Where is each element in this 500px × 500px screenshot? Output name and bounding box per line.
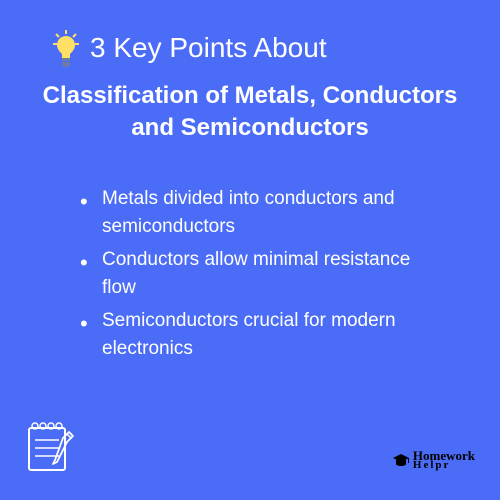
list-item: Conductors allow minimal resistance flow [80, 246, 445, 303]
lightbulb-icon [50, 28, 82, 68]
subtitle: Classification of Metals, Conductors and… [0, 68, 500, 145]
graduation-cap-icon [392, 453, 410, 467]
header-row: 3 Key Points About [0, 0, 500, 68]
brand-text: Homework Helpr [413, 450, 475, 470]
points-list: Metals divided into conductors and semic… [0, 145, 500, 364]
brand-logo: Homework Helpr [392, 450, 475, 470]
notepad-icon [25, 420, 75, 475]
header-title: 3 Key Points About [90, 32, 327, 64]
list-item: Semiconductors crucial for modern electr… [80, 307, 445, 364]
list-item: Metals divided into conductors and semic… [80, 185, 445, 242]
